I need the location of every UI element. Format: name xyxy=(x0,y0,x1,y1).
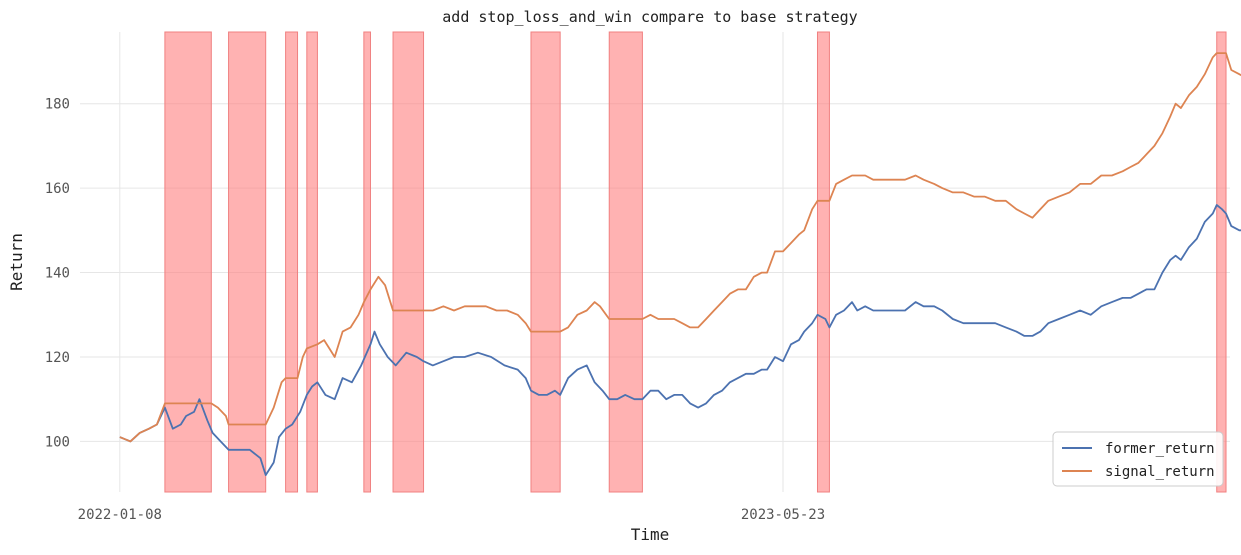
legend: former_return signal_return xyxy=(1052,431,1224,487)
shaded-span xyxy=(530,31,561,493)
shaded-spans xyxy=(164,31,1227,493)
x-tick-label: 2023-05-23 xyxy=(741,507,825,523)
y-tick-label: 140 xyxy=(45,266,70,282)
legend-box xyxy=(1052,431,1224,487)
shaded-span xyxy=(608,31,643,493)
series-lines xyxy=(119,52,1241,476)
y-tick-label: 160 xyxy=(45,181,70,197)
y-tick-label: 100 xyxy=(45,434,70,450)
chart-title: add stop_loss_and_win compare to base st… xyxy=(442,8,857,26)
x-axis-ticks: 2022-01-08 2023-05-23 xyxy=(78,507,826,523)
shaded-span xyxy=(285,31,299,493)
y-tick-label: 120 xyxy=(45,350,70,366)
shaded-span xyxy=(363,31,371,493)
y-tick-label: 180 xyxy=(45,97,70,113)
x-tick-label: 2022-01-08 xyxy=(78,507,162,523)
series-line-former-return xyxy=(119,204,1241,476)
shaded-span xyxy=(392,31,425,493)
series-line-signal-return xyxy=(119,52,1241,443)
x-axis-label: Time xyxy=(631,525,670,544)
y-axis-ticks: 100 120 140 160 180 xyxy=(45,97,70,451)
shaded-span xyxy=(164,31,212,493)
legend-label-signal-return: signal_return xyxy=(1105,464,1215,480)
grid-lines xyxy=(80,32,1230,492)
shaded-span xyxy=(816,31,830,493)
shaded-span xyxy=(228,31,267,493)
legend-label-former-return: former_return xyxy=(1105,441,1215,457)
y-axis-label: Return xyxy=(7,233,26,291)
shaded-span xyxy=(1216,31,1227,493)
shaded-span xyxy=(306,31,318,493)
